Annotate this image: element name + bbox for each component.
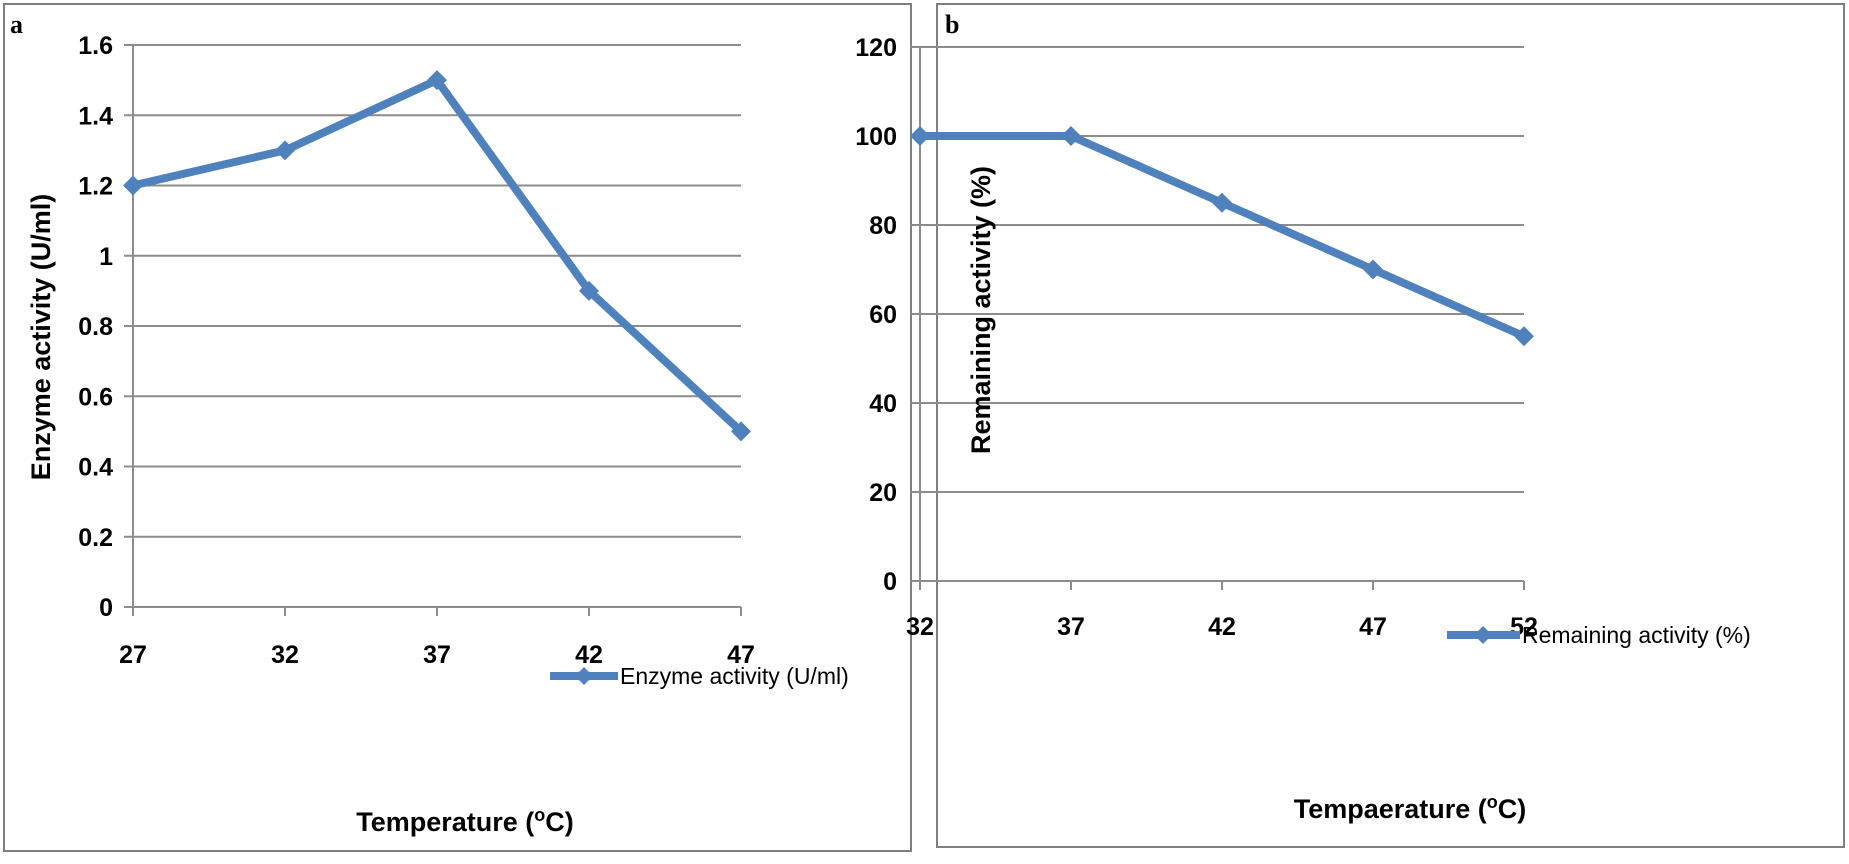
panel-b-x-label-end: C) — [1498, 794, 1527, 824]
plot-a: 0 0.2 0.4 0.6 0.8 1 1.2 1.4 1.6 27 32 37 42 47 — [78, 32, 755, 669]
panel-a-legend: Enzyme activity (U/ml) — [550, 663, 849, 689]
panel-b-legend-label: Remaining activity (%) — [1522, 622, 1751, 648]
panel-b-letter: b — [945, 10, 959, 39]
panel-a-data-point — [579, 280, 599, 301]
panel-a-x-tick-label: 32 — [271, 641, 299, 669]
panel-a-legend-label: Enzyme activity (U/ml) — [620, 663, 849, 689]
panel-b-data-point — [1363, 259, 1383, 280]
panel-a-y-tick-label: 0.4 — [78, 454, 113, 482]
panel-a-x-tick-label: 27 — [119, 641, 147, 669]
panel-a-x-label-end: C) — [545, 807, 574, 837]
panel-a-x-axis-title: Temperature (oC) — [356, 805, 574, 837]
panel-b-x-label-sup: o — [1487, 792, 1498, 812]
panel-b-legend: Remaining activity (%) — [1447, 622, 1751, 648]
panel-a-y-tick-label: 1.4 — [78, 102, 113, 130]
panel-a-y-tick-label: 1.2 — [78, 173, 113, 201]
panel-b-x-tick-label: 32 — [906, 613, 934, 641]
panel-a-legend-marker — [575, 667, 593, 685]
panel-a: a 0 0.2 0.4 0.6 0.8 1 1.2 1.4 1.6 27 32 37 42 47 Temp… — [3, 3, 912, 852]
panel-a-y-tick-label: 1.6 — [78, 32, 113, 60]
panel-a-x-label-sup: o — [534, 805, 545, 825]
panel-a-y-tick-label: 0 — [99, 594, 113, 622]
panel-b-x-label: Tempaerature ( — [1294, 794, 1487, 824]
panel-a-x-tick-label: 37 — [423, 641, 451, 669]
panel-a-y-tick-label: 0.2 — [78, 524, 113, 552]
panel-a-x-tick-label: 47 — [727, 641, 755, 669]
panel-b-x-tick-label: 42 — [1208, 613, 1236, 641]
panel-b-x-tick-label: 47 — [1359, 613, 1387, 641]
panel-b-y-axis-title: Remaining activity (%) — [966, 166, 996, 454]
panel-a-data-point — [731, 421, 751, 442]
panel-a-y-tick-label: 0.6 — [78, 383, 113, 411]
panel-a-x-label: Temperature ( — [356, 807, 534, 837]
panel-a-x-tick-label: 42 — [575, 641, 603, 669]
panel-a-data-point — [427, 70, 447, 91]
panel-b-y-tick-label: 120 — [855, 34, 897, 62]
panel-b-y-tick-label: 60 — [869, 301, 897, 329]
panel-a-data-point — [123, 175, 143, 196]
panel-b-y-tick-label: 100 — [855, 123, 897, 151]
panel-b-y-tick-label: 0 — [883, 568, 897, 596]
panel-b-y-tick-label: 80 — [869, 212, 897, 240]
panel-b-data-point — [1061, 126, 1081, 146]
panel-b-x-axis-title: Tempaerature (oC) — [1294, 792, 1527, 824]
panel-b-data-point — [1514, 326, 1534, 347]
panel-b-y-tick-label: 20 — [869, 479, 897, 507]
panel-a-data-point — [275, 140, 295, 161]
panel-b-legend-marker — [1474, 626, 1492, 644]
panel-a-y-tick-label: 0.8 — [78, 313, 113, 341]
panel-b-x-tick-label: 37 — [1057, 613, 1085, 641]
panel-a-frame — [3, 3, 912, 852]
panel-a-y-tick-label: 1 — [99, 243, 113, 271]
panel-b-y-tick-label: 40 — [869, 390, 897, 418]
panel-b-data-point — [1212, 192, 1232, 213]
panel-b-data-point — [910, 126, 930, 146]
panel-a-letter: a — [10, 10, 23, 39]
panel-a-y-axis-title: Enzyme activity (U/ml) — [26, 194, 56, 481]
